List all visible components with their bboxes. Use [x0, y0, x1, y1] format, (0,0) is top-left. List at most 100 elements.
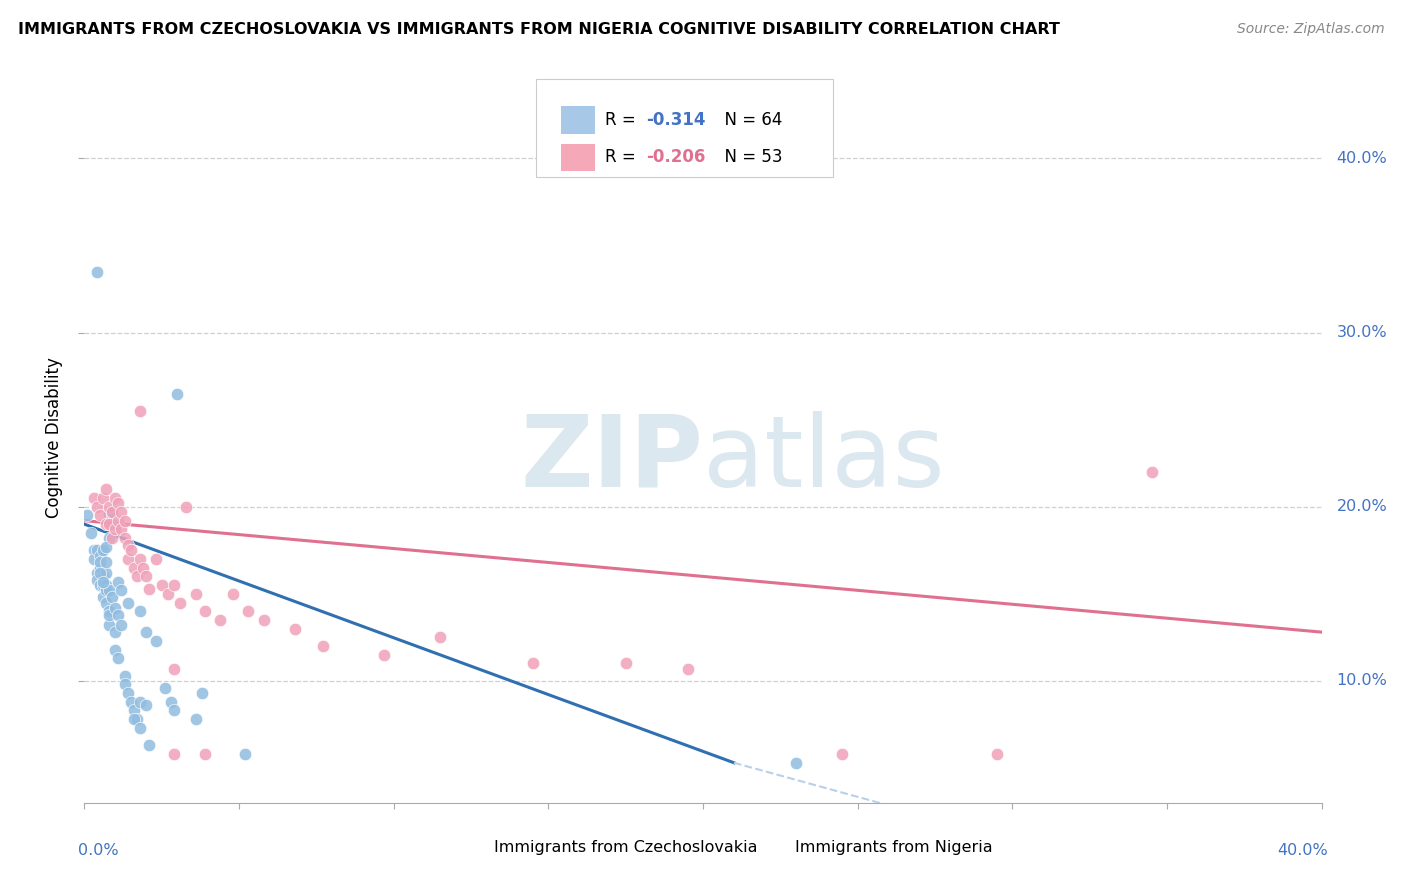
Point: [110, 505, 132, 519]
Point: [86, 265, 108, 279]
Point: [114, 514, 136, 528]
Point: [117, 686, 139, 700]
Point: [94, 540, 117, 554]
Point: [110, 618, 132, 632]
Point: [129, 721, 152, 735]
Point: [117, 595, 139, 609]
Text: 20.0%: 20.0%: [1337, 500, 1388, 515]
Text: R =: R =: [605, 111, 641, 128]
Point: [117, 538, 139, 552]
Text: 30.0%: 30.0%: [1337, 325, 1388, 340]
Point: [122, 560, 145, 574]
Point: [94, 556, 117, 570]
Point: [98, 604, 121, 618]
Point: [101, 591, 124, 605]
Point: [94, 578, 117, 592]
Point: [138, 582, 160, 596]
Point: [79, 525, 101, 540]
Point: [156, 587, 179, 601]
Point: [209, 613, 232, 627]
Point: [614, 657, 637, 671]
Text: 40.0%: 40.0%: [1337, 151, 1388, 166]
Text: 10.0%: 10.0%: [1337, 673, 1388, 689]
Text: IMMIGRANTS FROM CZECHOSLOVAKIA VS IMMIGRANTS FROM NIGERIA COGNITIVE DISABILITY C: IMMIGRANTS FROM CZECHOSLOVAKIA VS IMMIGR…: [18, 22, 1060, 37]
Point: [101, 505, 124, 519]
Point: [184, 712, 207, 726]
Point: [94, 566, 117, 580]
Point: [107, 514, 129, 528]
Point: [101, 531, 124, 545]
Point: [676, 662, 699, 676]
Point: [194, 604, 217, 618]
Point: [104, 600, 127, 615]
Point: [98, 618, 121, 632]
Point: [373, 648, 395, 662]
Point: [311, 639, 333, 653]
Point: [91, 574, 114, 589]
Point: [135, 569, 157, 583]
Point: [91, 591, 114, 605]
Point: [101, 517, 124, 532]
Point: [169, 595, 191, 609]
FancyBboxPatch shape: [536, 78, 832, 178]
Point: [86, 500, 108, 514]
Point: [107, 496, 129, 510]
Point: [1140, 465, 1163, 479]
Point: [135, 698, 157, 713]
Point: [104, 625, 127, 640]
Point: [89, 566, 111, 580]
Point: [160, 695, 183, 709]
Point: [135, 625, 157, 640]
Point: [150, 578, 173, 592]
Point: [117, 552, 139, 566]
Point: [107, 574, 129, 589]
Point: [110, 522, 132, 536]
Point: [114, 668, 136, 682]
Point: [86, 566, 108, 580]
Point: [89, 508, 111, 523]
Point: [89, 560, 111, 574]
Point: [163, 578, 186, 592]
Text: Immigrants from Czechoslovakia: Immigrants from Czechoslovakia: [494, 840, 758, 855]
Point: [145, 633, 167, 648]
Point: [138, 739, 160, 753]
Text: Immigrants from Nigeria: Immigrants from Nigeria: [794, 840, 993, 855]
Point: [831, 747, 853, 761]
Point: [91, 491, 114, 505]
Point: [191, 686, 214, 700]
Point: [129, 404, 152, 418]
Point: [91, 578, 114, 592]
Text: Source: ZipAtlas.com: Source: ZipAtlas.com: [1237, 22, 1385, 37]
Point: [94, 595, 117, 609]
Point: [176, 500, 198, 514]
Point: [222, 587, 245, 601]
Point: [83, 543, 105, 558]
Point: [98, 531, 121, 545]
Point: [107, 651, 129, 665]
Point: [101, 505, 124, 519]
Point: [104, 491, 127, 505]
Point: [114, 677, 136, 691]
Point: [89, 549, 111, 563]
Text: 40.0%: 40.0%: [1277, 843, 1327, 858]
Text: N = 64: N = 64: [714, 111, 783, 128]
Point: [107, 607, 129, 622]
Text: R =: R =: [605, 148, 641, 167]
Point: [129, 604, 152, 618]
Point: [83, 552, 105, 566]
Point: [94, 483, 117, 497]
Point: [233, 747, 256, 761]
Point: [129, 552, 152, 566]
Point: [145, 552, 167, 566]
Point: [194, 747, 217, 761]
Point: [86, 543, 108, 558]
Point: [98, 507, 121, 521]
FancyBboxPatch shape: [762, 838, 785, 858]
Point: [163, 704, 186, 718]
Point: [153, 681, 176, 695]
Point: [91, 569, 114, 583]
Point: [122, 704, 145, 718]
Point: [785, 756, 807, 770]
Point: [91, 543, 114, 558]
Point: [86, 573, 108, 587]
